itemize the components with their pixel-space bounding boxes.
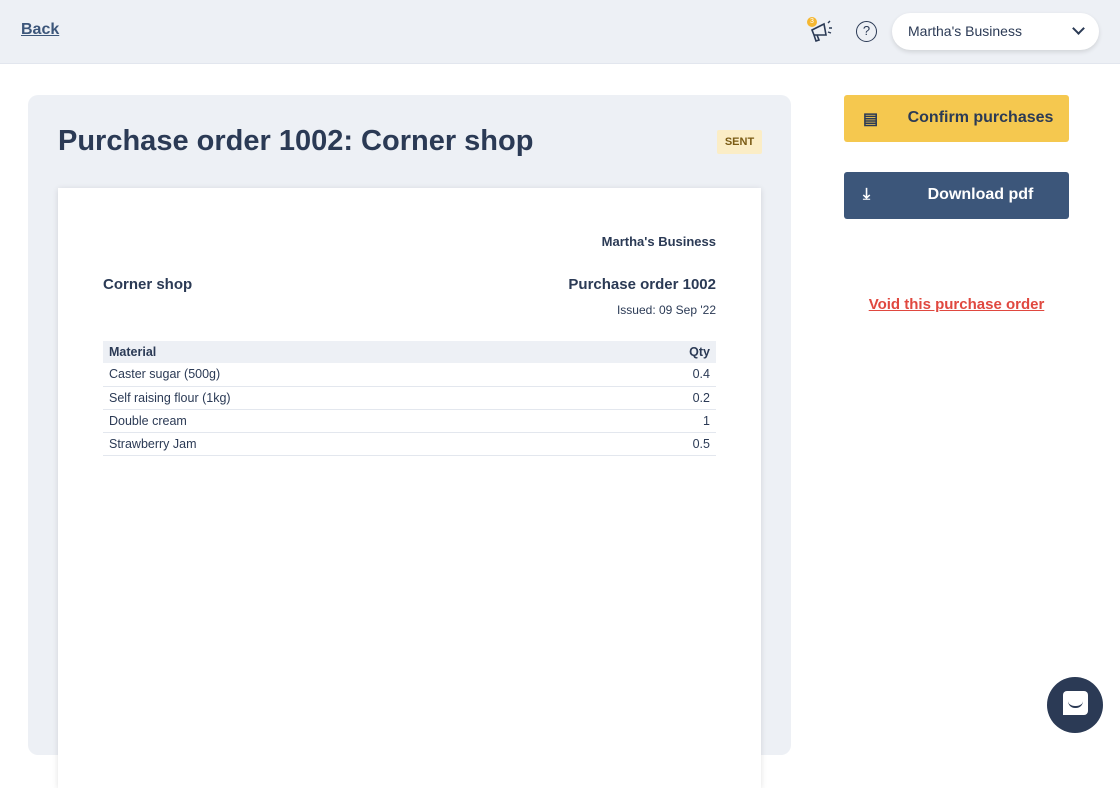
chat-launcher-button[interactable]	[1047, 677, 1103, 733]
help-icon[interactable]: ?	[856, 21, 877, 42]
void-order-link[interactable]: Void this purchase order	[868, 296, 1045, 313]
qty-cell: 0.5	[595, 432, 716, 456]
business-selector[interactable]: Martha's Business	[892, 13, 1099, 50]
notification-badge: 3	[807, 17, 817, 27]
page-title: Purchase order 1002: Corner shop	[58, 125, 534, 157]
materials-table: Material Qty Caster sugar (500g) 0.4 Self …	[103, 341, 716, 456]
order-panel: Purchase order 1002: Corner shop SENT Ma…	[28, 95, 791, 788]
qty-cell: 0.2	[595, 386, 716, 410]
material-cell: Double cream	[103, 409, 596, 433]
purchase-order-document: Martha's Business Corner shop Purchase o…	[58, 188, 761, 788]
table-row: Self raising flour (1kg) 0.2	[103, 386, 716, 410]
table-row: Caster sugar (500g) 0.4	[103, 363, 716, 387]
download-pdf-button[interactable]: ⤓ Download pdf	[844, 172, 1069, 219]
doc-issued-date: Issued: 09 Sep '22	[616, 303, 716, 317]
status-badge: SENT	[717, 130, 762, 154]
material-cell: Self raising flour (1kg)	[103, 386, 596, 410]
business-name: Martha's Business	[908, 23, 1022, 39]
download-icon: ⤓	[863, 186, 871, 203]
material-cell: Strawberry Jam	[103, 432, 596, 456]
confirm-label: Confirm purchases	[907, 109, 1054, 126]
megaphone-icon[interactable]	[808, 18, 834, 44]
receipt-icon: ▤	[863, 111, 879, 128]
qty-cell: 0.4	[595, 363, 716, 387]
confirm-purchases-button[interactable]: ▤ Confirm purchases	[844, 95, 1069, 142]
col-material: Material	[103, 341, 596, 363]
doc-supplier: Corner shop	[103, 276, 193, 293]
doc-po-title: Purchase order 1002	[568, 276, 716, 293]
back-link[interactable]: Back	[21, 21, 60, 38]
table-row: Strawberry Jam 0.5	[103, 432, 716, 456]
download-label: Download pdf	[927, 186, 1034, 203]
qty-cell: 1	[595, 409, 716, 433]
top-bar: Back 3 ? Martha's Business	[0, 0, 1120, 64]
doc-business-name: Martha's Business	[601, 234, 716, 249]
chevron-down-icon	[1072, 22, 1085, 35]
table-header: Material Qty	[103, 341, 716, 363]
col-qty: Qty	[595, 341, 716, 363]
table-row: Double cream 1	[103, 409, 716, 433]
chat-smile	[1068, 701, 1083, 708]
material-cell: Caster sugar (500g)	[103, 363, 596, 387]
